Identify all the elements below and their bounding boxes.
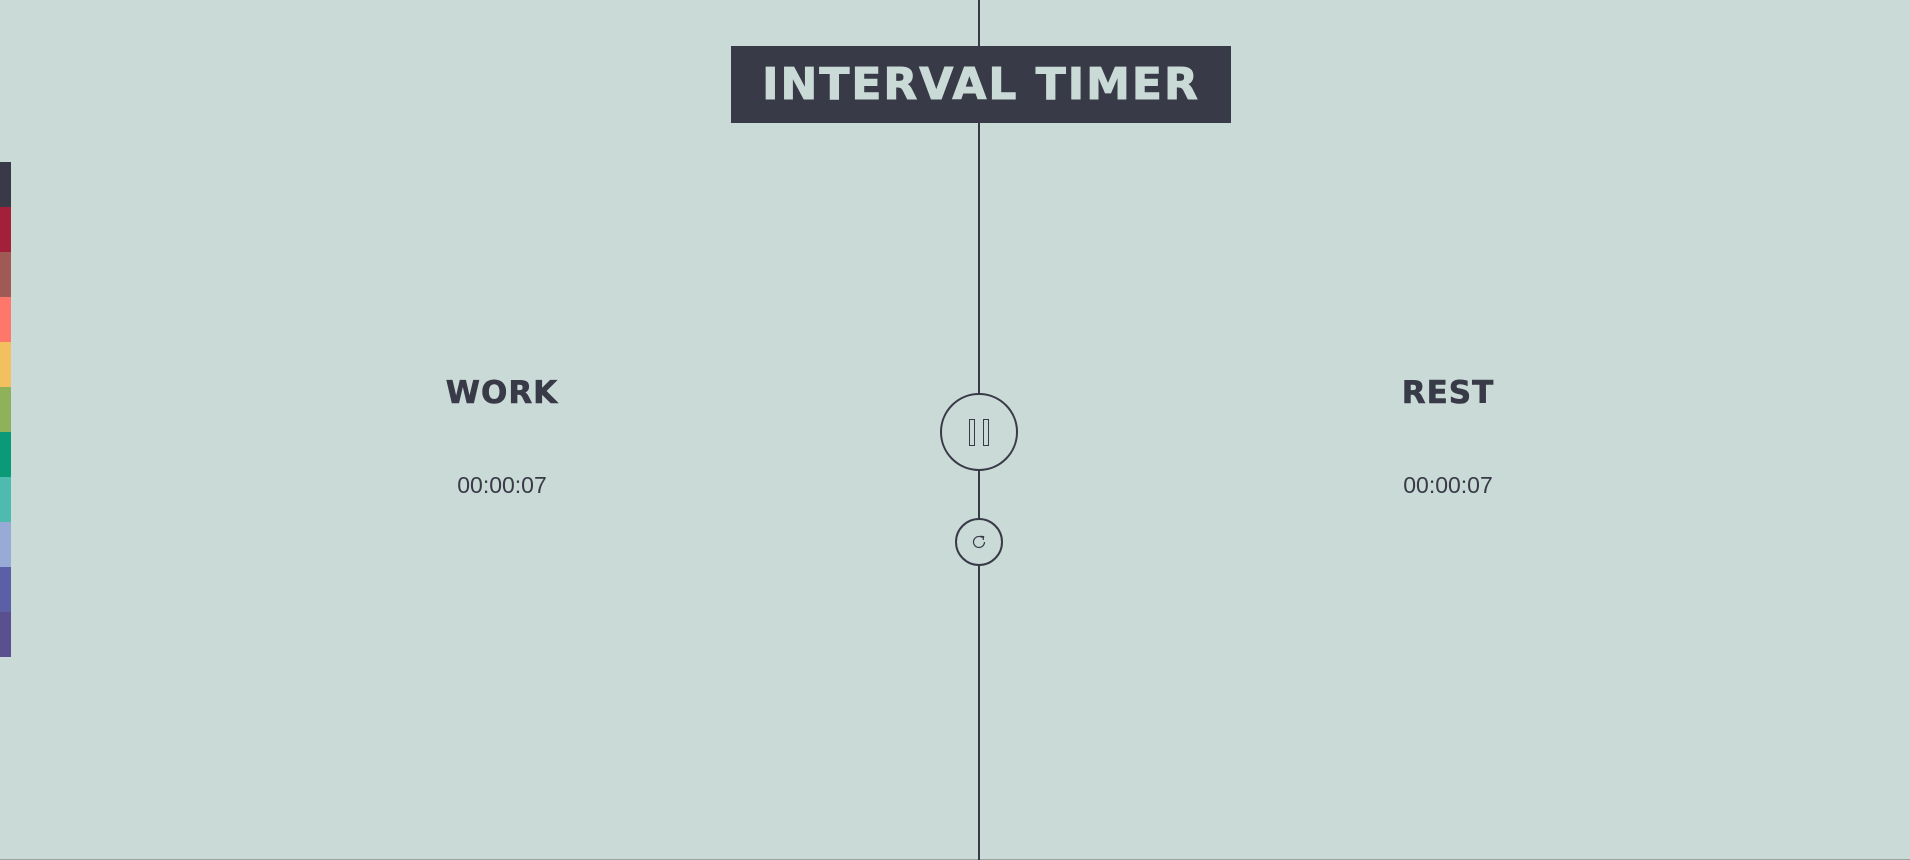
color-swatch-purple[interactable] <box>0 612 11 657</box>
color-swatch-coral[interactable] <box>0 297 11 342</box>
color-swatch-emerald[interactable] <box>0 432 11 477</box>
color-swatch-teal[interactable] <box>0 477 11 522</box>
color-swatch-palette <box>0 162 11 657</box>
rest-time-display: 00:00:07 <box>1403 472 1493 498</box>
refresh-icon <box>972 535 986 549</box>
color-swatch-amber[interactable] <box>0 342 11 387</box>
pause-button[interactable] <box>940 393 1018 471</box>
color-swatch-crimson[interactable] <box>0 207 11 252</box>
color-swatch-olive-green[interactable] <box>0 387 11 432</box>
color-swatch-brick[interactable] <box>0 252 11 297</box>
work-label: WORK <box>445 375 559 412</box>
page-title: INTERVAL TIMER <box>731 46 1231 123</box>
color-swatch-dark-slate[interactable] <box>0 162 11 207</box>
rest-label: REST <box>1401 375 1495 412</box>
color-swatch-indigo[interactable] <box>0 567 11 612</box>
reset-button[interactable] <box>955 518 1003 566</box>
color-swatch-periwinkle[interactable] <box>0 522 11 567</box>
work-time-display: 00:00:07 <box>457 472 547 498</box>
